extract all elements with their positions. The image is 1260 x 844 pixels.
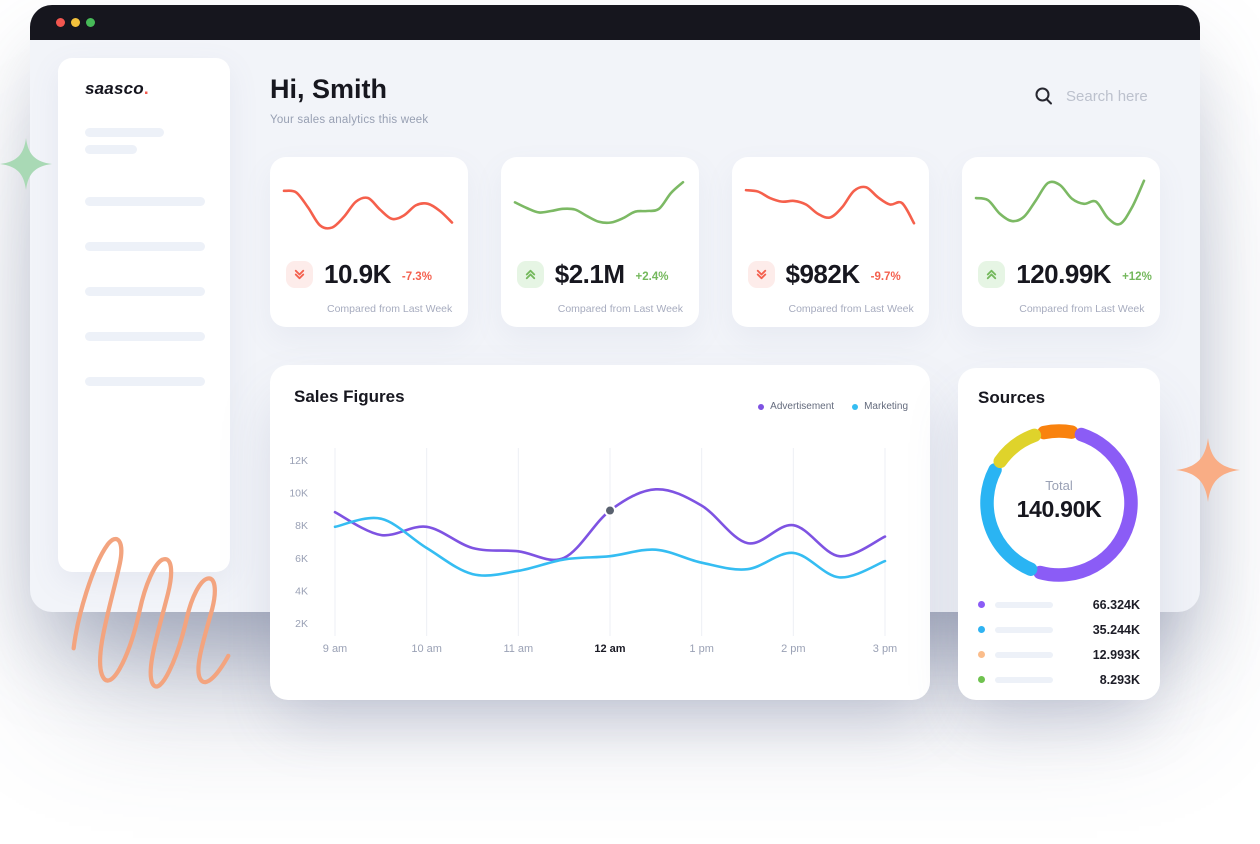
sidebar-nav-item-placeholder [85, 197, 205, 206]
source-value: 66.324K [1092, 597, 1140, 612]
trend-down-icon [286, 261, 313, 288]
sources-legend-row: 35.244K [978, 617, 1140, 642]
stat-value: $2.1M [554, 259, 625, 289]
svg-text:8K: 8K [295, 520, 308, 532]
sidebar: saasco. [58, 58, 230, 572]
stat-card[interactable]: $982K -9.7% Compared from Last Week [731, 157, 930, 327]
svg-text:12K: 12K [289, 455, 308, 467]
sales-figures-card: Sales Figures Advertisement Marketing 9 … [270, 365, 930, 700]
source-value: 8.293K [1099, 672, 1140, 687]
sources-donut-chart [980, 424, 1138, 582]
sidebar-skeleton-line [85, 128, 164, 137]
maximize-window-button[interactable] [86, 18, 95, 27]
sales-line-chart: 9 am 10 am 11 am 12 am 1 pm 2 pm 3 pm 12K 10K 8K 6… [289, 448, 897, 655]
window-titlebar [30, 5, 1200, 40]
stat-caption: Compared from Last Week [788, 303, 914, 315]
stat-delta: +12% [1122, 271, 1152, 283]
stat-caption: Compared from Last Week [327, 303, 453, 315]
svg-text:3 pm: 3 pm [873, 643, 897, 655]
stat-card[interactable]: $2.1M +2.4% Compared from Last Week [500, 157, 699, 327]
stat-caption: Compared from Last Week [557, 303, 684, 315]
stat-delta: -9.7% [870, 271, 901, 283]
sources-title: Sources [978, 388, 1046, 407]
search-input[interactable] [1064, 86, 1172, 106]
stat-sparkline [744, 185, 915, 225]
sidebar-nav-item-placeholder [85, 377, 205, 386]
stat-sparkline [974, 179, 1146, 226]
source-dot [978, 651, 985, 658]
svg-text:2 pm: 2 pm [781, 643, 805, 655]
minimize-window-button[interactable] [71, 18, 80, 27]
sales-figures-title: Sales Figures [294, 387, 405, 406]
page-title: Hi, Smith [270, 74, 388, 104]
svg-text:2K: 2K [295, 618, 308, 630]
sources-legend-row: 66.324K [978, 592, 1140, 617]
search-icon[interactable] [1034, 86, 1054, 106]
source-dot [978, 676, 985, 683]
stat-value: 120.99K [1016, 259, 1112, 289]
source-dot [978, 626, 985, 633]
svg-text:1 pm: 1 pm [689, 643, 713, 655]
sidebar-nav-item-placeholder [85, 332, 205, 341]
legend-item-marketing[interactable]: Marketing [852, 401, 908, 412]
svg-text:10 am: 10 am [411, 643, 442, 655]
stat-card[interactable]: 10.9K -7.3% Compared from Last Week [270, 157, 468, 327]
donut-total-label: Total [1045, 478, 1073, 493]
sources-legend-row: 12.993K [978, 642, 1140, 667]
search-bar [1034, 80, 1174, 112]
source-label-placeholder [995, 651, 1053, 658]
close-window-button[interactable] [56, 18, 65, 27]
stat-value: $982K [785, 259, 861, 289]
sidebar-nav-item-placeholder [85, 287, 205, 296]
page-subtitle: Your sales analytics this week [270, 114, 429, 126]
source-label-placeholder [995, 676, 1053, 683]
svg-text:9 am: 9 am [323, 643, 347, 655]
source-value: 35.244K [1092, 622, 1140, 637]
sources-legend-row: 8.293K [978, 667, 1140, 692]
sidebar-nav-item-placeholder [85, 242, 205, 251]
stat-sparkline [513, 180, 685, 225]
stat-delta: -7.3% [401, 271, 432, 283]
stat-value: 10.9K [324, 259, 391, 289]
source-label-placeholder [995, 626, 1053, 633]
stat-delta: +2.4% [635, 271, 669, 283]
trend-up-icon [978, 261, 1006, 288]
donut-total-value: 140.90K [1016, 496, 1102, 522]
svg-text:6K: 6K [295, 553, 308, 565]
app-logo: saasco. [85, 79, 149, 98]
source-label-placeholder [995, 601, 1053, 608]
chart-legend: Advertisement Marketing [758, 401, 908, 412]
legend-item-advertisement[interactable]: Advertisement [758, 401, 834, 412]
source-dot [978, 601, 985, 608]
stat-card[interactable]: 120.99K +12% Compared from Last Week [962, 157, 1160, 327]
sidebar-skeleton-line [85, 145, 137, 154]
stat-card-row: 10.9K -7.3% Compared from Last Week $2.1… [270, 157, 1160, 327]
advertisement-legend-dot [758, 403, 765, 410]
stat-sparkline [282, 189, 454, 230]
svg-text:10K: 10K [289, 488, 308, 500]
svg-text:12 am: 12 am [594, 643, 625, 655]
sources-card: Sources Total 140.90K 66.324K 35.244K 12… [958, 368, 1160, 700]
stat-caption: Compared from Last Week [1019, 303, 1145, 315]
trend-up-icon [516, 261, 544, 288]
svg-text:11 am: 11 am [503, 643, 533, 655]
svg-text:4K: 4K [295, 585, 308, 597]
sources-legend: 66.324K 35.244K 12.993K 8.293K [978, 592, 1140, 692]
trend-down-icon [747, 261, 775, 288]
source-value: 12.993K [1092, 647, 1140, 662]
marketing-legend-dot [852, 403, 859, 410]
